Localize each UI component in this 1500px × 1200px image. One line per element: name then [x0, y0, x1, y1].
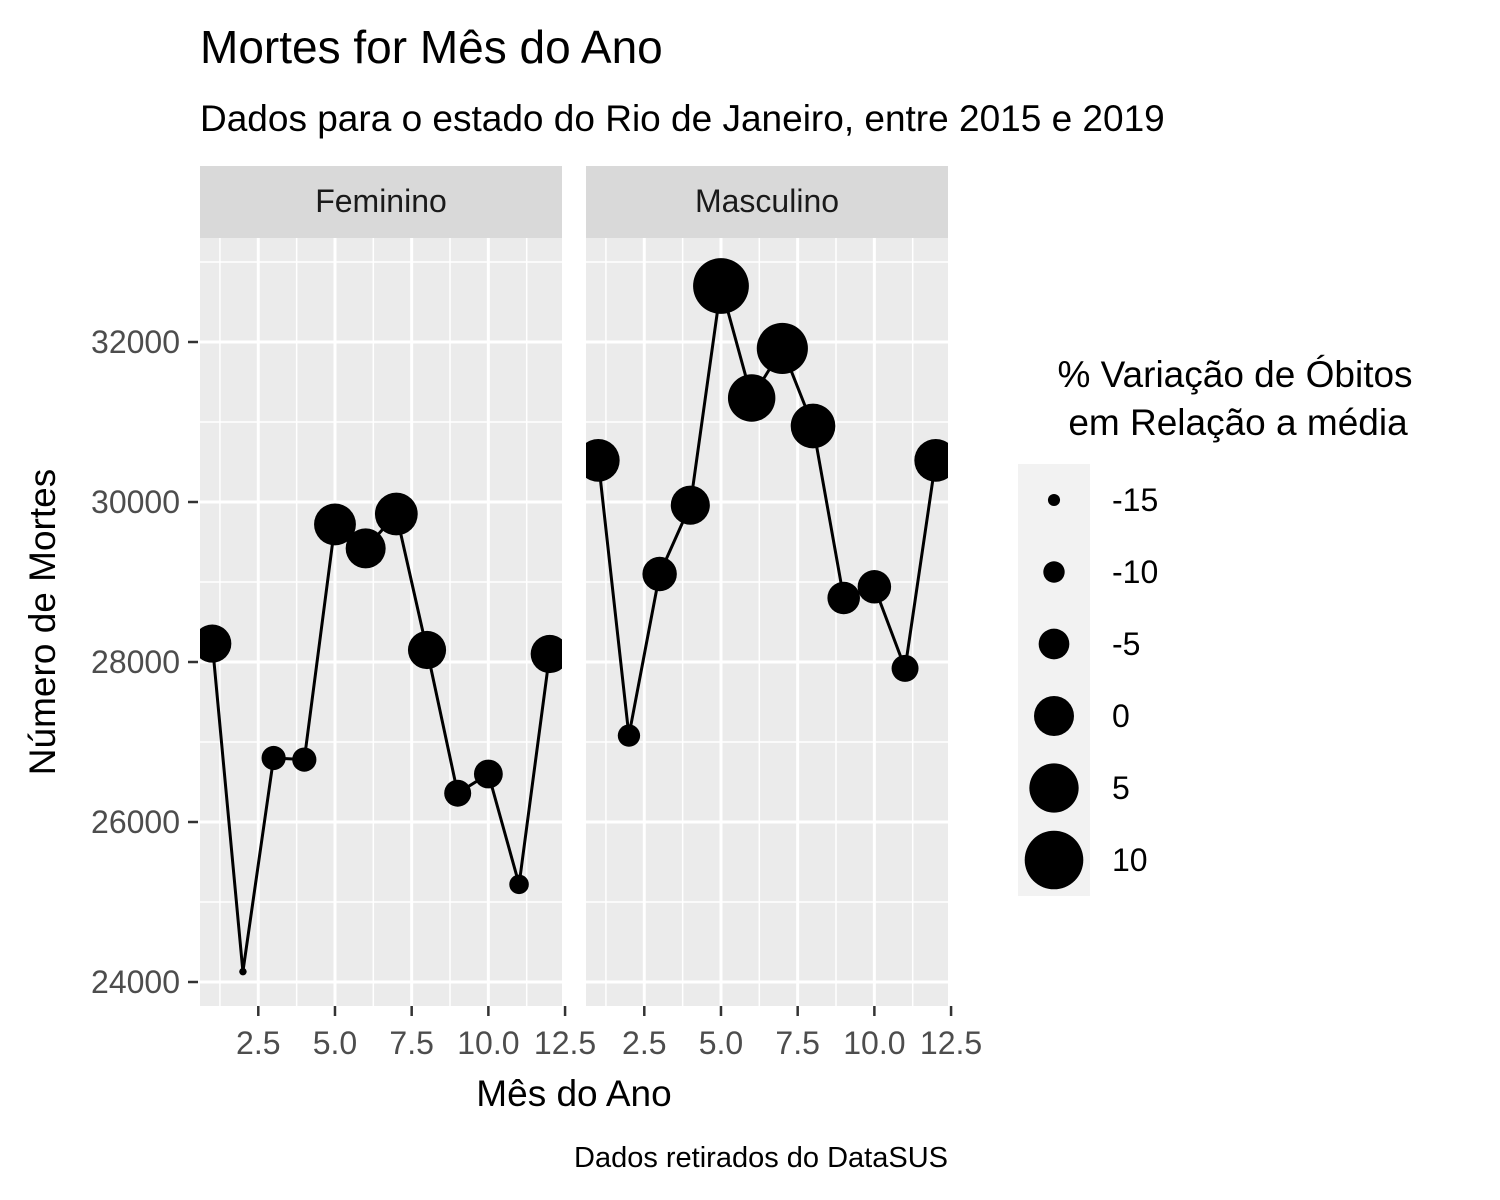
x-tick-label: 7.5: [389, 1025, 433, 1061]
data-point: [239, 967, 247, 976]
x-tick-label: 5.0: [313, 1025, 357, 1061]
series-line: [210, 510, 552, 972]
data-point: [756, 322, 808, 374]
facet-strip: [586, 166, 948, 238]
panel-background: [200, 238, 562, 1006]
y-axis-title: Número de Mortes: [22, 469, 63, 775]
legend: % Variação de Óbitos em Relação a média …: [1018, 354, 1413, 896]
data-point: [473, 759, 503, 789]
data-point: [261, 745, 286, 771]
legend-key: [1024, 830, 1084, 890]
data-point: [374, 492, 418, 536]
legend-key: [1047, 493, 1061, 507]
legend-title-line2: em Relação a média: [1068, 402, 1408, 443]
x-axis-title: Mês do Ano: [476, 1073, 671, 1114]
data-point: [693, 258, 749, 314]
facet-panels: Feminino 2.5 5.0 7.5 10.0 12.5 Masculino 2.5 5.0…: [91, 166, 982, 1061]
data-point: [857, 570, 892, 604]
y-tick-label: 30000: [91, 484, 180, 520]
chart-subtitle: Dados para o estado do Rio de Janeiro, e…: [200, 98, 1165, 139]
x-tick-label: 12.5: [920, 1025, 982, 1061]
data-point: [509, 874, 529, 895]
data-point: [891, 654, 919, 682]
data-point: [292, 747, 317, 772]
data-point: [827, 581, 860, 615]
legend-key-background: [1018, 464, 1090, 896]
y-tick-label: 32000: [91, 324, 180, 360]
data-point: [200, 624, 232, 663]
data-point: [790, 403, 836, 449]
data-point: [314, 503, 356, 546]
legend-label: 0: [1112, 698, 1130, 734]
data-point: [670, 485, 710, 525]
facet-strip: [200, 166, 562, 238]
legend-label: 5: [1112, 770, 1130, 806]
legend-key: [1029, 763, 1079, 813]
legend-key: [1034, 696, 1074, 736]
legend-label: -15: [1112, 482, 1158, 518]
facet-strip-label: Masculino: [695, 183, 839, 219]
x-tick-label: 5.0: [699, 1025, 743, 1061]
data-point: [345, 528, 386, 569]
facet-panel-masculino: Masculino 2.5 5.0 7.5 10.0 12.5: [586, 166, 982, 1061]
x-tick-label: 2.5: [622, 1025, 666, 1061]
x-tick-label: 2.5: [236, 1025, 280, 1061]
data-point: [444, 779, 472, 807]
chart-caption: Dados retirados do DataSUS: [574, 1142, 948, 1174]
y-tick-label: 24000: [91, 964, 180, 1000]
data-point: [642, 556, 677, 592]
chart-title: Mortes for Mês do Ano: [200, 21, 663, 73]
legend-label: -5: [1112, 626, 1140, 662]
legend-label: -10: [1112, 554, 1158, 590]
facet-panel-feminino: Feminino 2.5 5.0 7.5 10.0 12.5: [200, 166, 596, 1061]
x-tick-label: 10.0: [457, 1025, 519, 1061]
data-point: [914, 439, 948, 482]
x-tick-label: 10.0: [843, 1025, 905, 1061]
series-feminino: [200, 492, 562, 976]
y-tick-label: 26000: [91, 804, 180, 840]
data-point: [530, 634, 562, 674]
x-tick-label: 12.5: [534, 1025, 596, 1061]
y-axis: 24000 26000 28000 30000 32000: [91, 324, 198, 1000]
legend-key: [1043, 561, 1065, 583]
data-point: [617, 724, 641, 747]
legend-label: 10: [1112, 842, 1148, 878]
facet-strip-label: Feminino: [315, 183, 447, 219]
legend-items: -15 -10 -5 0 5 10: [1024, 482, 1158, 890]
data-point: [727, 374, 776, 422]
data-point: [407, 630, 447, 670]
legend-key: [1038, 628, 1070, 660]
data-point: [586, 439, 620, 482]
y-tick-label: 28000: [91, 644, 180, 680]
series-masculino: [586, 258, 948, 747]
legend-title-line1: % Variação de Óbitos: [1057, 354, 1412, 395]
x-tick-label: 7.5: [775, 1025, 819, 1061]
